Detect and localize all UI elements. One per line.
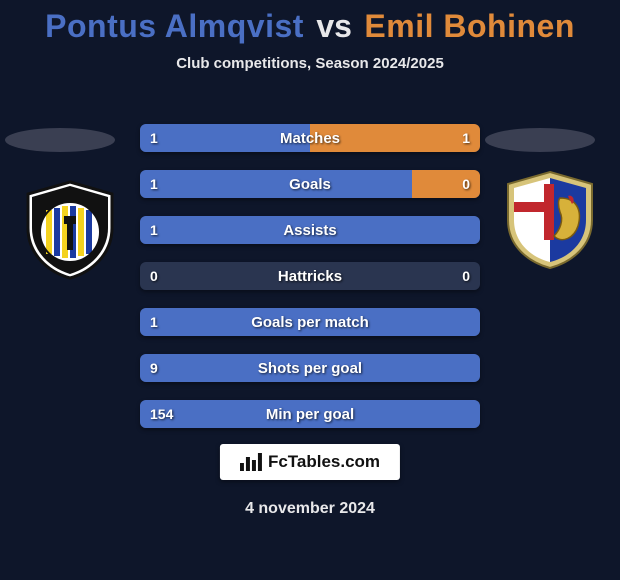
stat-bars: Matches11Goals10Assists1Hattricks00Goals… (140, 124, 480, 446)
stat-label: Goals (140, 170, 480, 198)
parma-crest-icon (20, 180, 120, 280)
stat-value-left: 1 (150, 124, 158, 152)
stat-row: Matches1 1 (140, 124, 480, 152)
shadow-ellipse-right (485, 128, 595, 152)
club-logo-left (20, 180, 120, 280)
stat-value-right: 0 (462, 170, 470, 198)
stat-row: Min per goal154 (140, 400, 480, 428)
stat-value-left: 0 (150, 262, 158, 290)
stat-value-left: 1 (150, 216, 158, 244)
stat-value-left: 9 (150, 354, 158, 382)
brand-text: FcTables.com (268, 452, 380, 472)
stat-row: Goals1 0 (140, 170, 480, 198)
shadow-ellipse-left (5, 128, 115, 152)
player2-name: Emil Bohinen (364, 8, 574, 44)
stat-label: Hattricks (140, 262, 480, 290)
date-label: 4 november 2024 (0, 500, 620, 518)
stat-value-right: 1 (462, 124, 470, 152)
player1-name: Pontus Almqvist (45, 8, 304, 44)
genoa-crest-icon (500, 170, 600, 270)
stat-row: Shots per goal9 (140, 354, 480, 382)
vs-separator: vs (316, 8, 352, 44)
stat-row: Hattricks0 0 (140, 262, 480, 290)
chart-bars-icon (240, 453, 262, 471)
stat-row: Assists1 (140, 216, 480, 244)
stat-value-left: 154 (150, 400, 173, 428)
stat-label: Shots per goal (140, 354, 480, 382)
subtitle: Club competitions, Season 2024/2025 (0, 55, 620, 72)
stat-label: Goals per match (140, 308, 480, 336)
stat-label: Matches (140, 124, 480, 152)
comparison-title: Pontus Almqvist vs Emil Bohinen (0, 0, 620, 45)
stat-label: Assists (140, 216, 480, 244)
stat-row: Goals per match1 (140, 308, 480, 336)
stat-value-left: 1 (150, 308, 158, 336)
brand-badge: FcTables.com (220, 444, 400, 480)
club-logo-right (500, 170, 600, 270)
stat-value-left: 1 (150, 170, 158, 198)
stat-label: Min per goal (140, 400, 480, 428)
stat-value-right: 0 (462, 262, 470, 290)
